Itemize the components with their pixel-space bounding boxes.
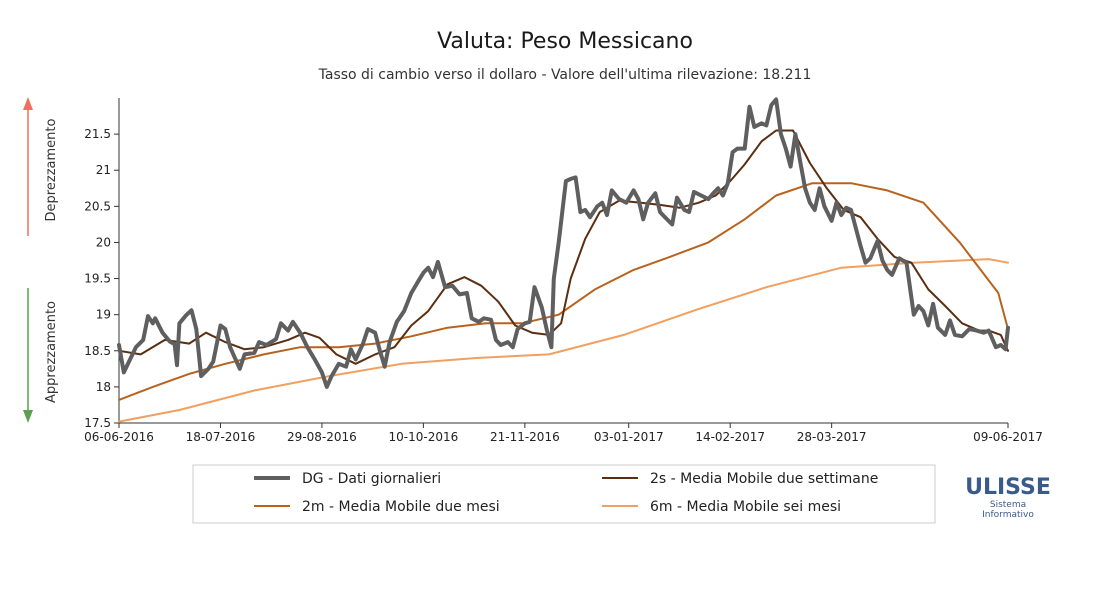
logo-wordmark: ULISSE <box>965 475 1051 500</box>
x-tick-label: 03-01-2017 <box>594 430 664 444</box>
y-tick-label: 19.5 <box>84 272 111 286</box>
y-tick-label: 21.5 <box>84 127 111 141</box>
ulisse-logo: ULISSE Sistema Informativo <box>965 475 1051 520</box>
series-line-ma6m <box>118 258 1009 423</box>
down-arrow-icon <box>23 410 33 423</box>
chart-subtitle: Tasso di cambio verso il dollaro - Valor… <box>318 67 812 83</box>
y-tick-label: 20 <box>96 235 111 249</box>
chart-title: Valuta: Peso Messicano <box>437 29 693 54</box>
appreciation-indicator: Apprezzamento <box>23 288 59 423</box>
y-tick-label: 19 <box>96 308 111 322</box>
legend: DG - Dati giornalieri 2s - Media Mobile d… <box>254 471 878 515</box>
x-tick-label: 21-11-2016 <box>490 430 560 444</box>
x-tick-label: 14-02-2017 <box>695 430 765 444</box>
logo-line2: Informativo <box>982 510 1034 520</box>
legend-box <box>192 464 936 524</box>
legend-label-ma2m: 2m - Media Mobile due mesi <box>302 499 500 515</box>
series-line-ma2m <box>118 182 1009 401</box>
x-tick-label: 18-07-2016 <box>186 430 256 444</box>
legend-label-ma2s: 2s - Media Mobile due settimane <box>650 471 878 487</box>
y-tick-label: 21 <box>96 163 111 177</box>
depreciation-indicator: Deprezzamento <box>23 97 59 236</box>
series-layer <box>117 97 1010 423</box>
legend-label-dg: DG - Dati giornalieri <box>302 471 441 487</box>
x-tick-label: 06-06-2016 <box>84 430 154 444</box>
depreciation-label: Deprezzamento <box>44 119 59 222</box>
y-tick-label: 18.5 <box>84 344 111 358</box>
x-tick-label: 28-03-2017 <box>797 430 867 444</box>
legend-label-ma6m: 6m - Media Mobile sei mesi <box>650 499 841 515</box>
x-tick-label: 09-06-2017 <box>973 430 1043 444</box>
y-tick-label: 17.5 <box>84 416 111 430</box>
logo-line1: Sistema <box>990 500 1026 510</box>
series-line-dg <box>117 97 1010 389</box>
up-arrow-icon <box>23 97 33 110</box>
y-tick-label: 18 <box>96 380 111 394</box>
x-tick-label: 29-08-2016 <box>287 430 357 444</box>
axes: 17.5 18 18.5 19 19.5 20 20.5 21 21.5 06-06-2016 18… <box>84 98 1043 444</box>
y-tick-label: 20.5 <box>84 199 111 213</box>
x-tick-label: 10-10-2016 <box>389 430 459 444</box>
appreciation-label: Apprezzamento <box>44 301 59 403</box>
